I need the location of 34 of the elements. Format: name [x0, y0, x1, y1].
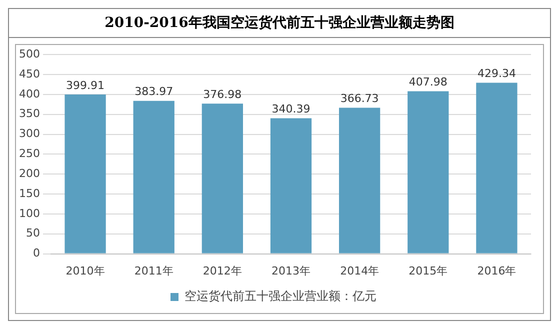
y-tick-label: 0	[32, 246, 40, 260]
bar	[408, 91, 449, 254]
y-tick-label: 400	[18, 87, 40, 100]
chart-title: 2010-2016年我国空运货代前五十强企业营业额走势图	[9, 9, 550, 38]
x-tick-label: 2013年	[272, 264, 310, 278]
data-label: 399.91	[66, 78, 105, 92]
data-label: 376.98	[203, 88, 242, 101]
y-tick-label: 50	[26, 226, 40, 240]
x-tick-label: 2014年	[340, 264, 380, 278]
x-tick-label: 2015年	[408, 264, 448, 278]
bar	[64, 94, 106, 254]
y-tick-label: 150	[18, 186, 40, 200]
bar	[270, 118, 312, 254]
y-tick-label: 250	[18, 147, 40, 160]
y-tick-label: 500	[18, 47, 40, 60]
data-label: 407.98	[408, 76, 448, 89]
data-label: 340.39	[272, 102, 310, 116]
y-tick-label: 350	[18, 107, 40, 120]
x-tick-label: 2011年	[134, 264, 174, 278]
y-tick-label: 450	[18, 67, 40, 80]
bar	[476, 82, 518, 254]
bar	[202, 104, 243, 254]
bar	[133, 100, 174, 254]
bar	[339, 108, 380, 254]
x-tick-label: 2016年	[477, 264, 516, 278]
x-tick-label: 2010年	[66, 264, 105, 278]
legend-label: 空运货代前五十强企业营业额：亿元	[184, 289, 376, 304]
y-tick-label: 200	[18, 166, 40, 180]
y-tick-label: 100	[18, 206, 40, 220]
data-label: 429.34	[477, 67, 516, 80]
x-tick-label: 2012年	[202, 264, 242, 278]
y-tick-label: 300	[18, 127, 40, 140]
data-label: 366.73	[340, 92, 379, 106]
data-label: 383.97	[134, 85, 174, 98]
